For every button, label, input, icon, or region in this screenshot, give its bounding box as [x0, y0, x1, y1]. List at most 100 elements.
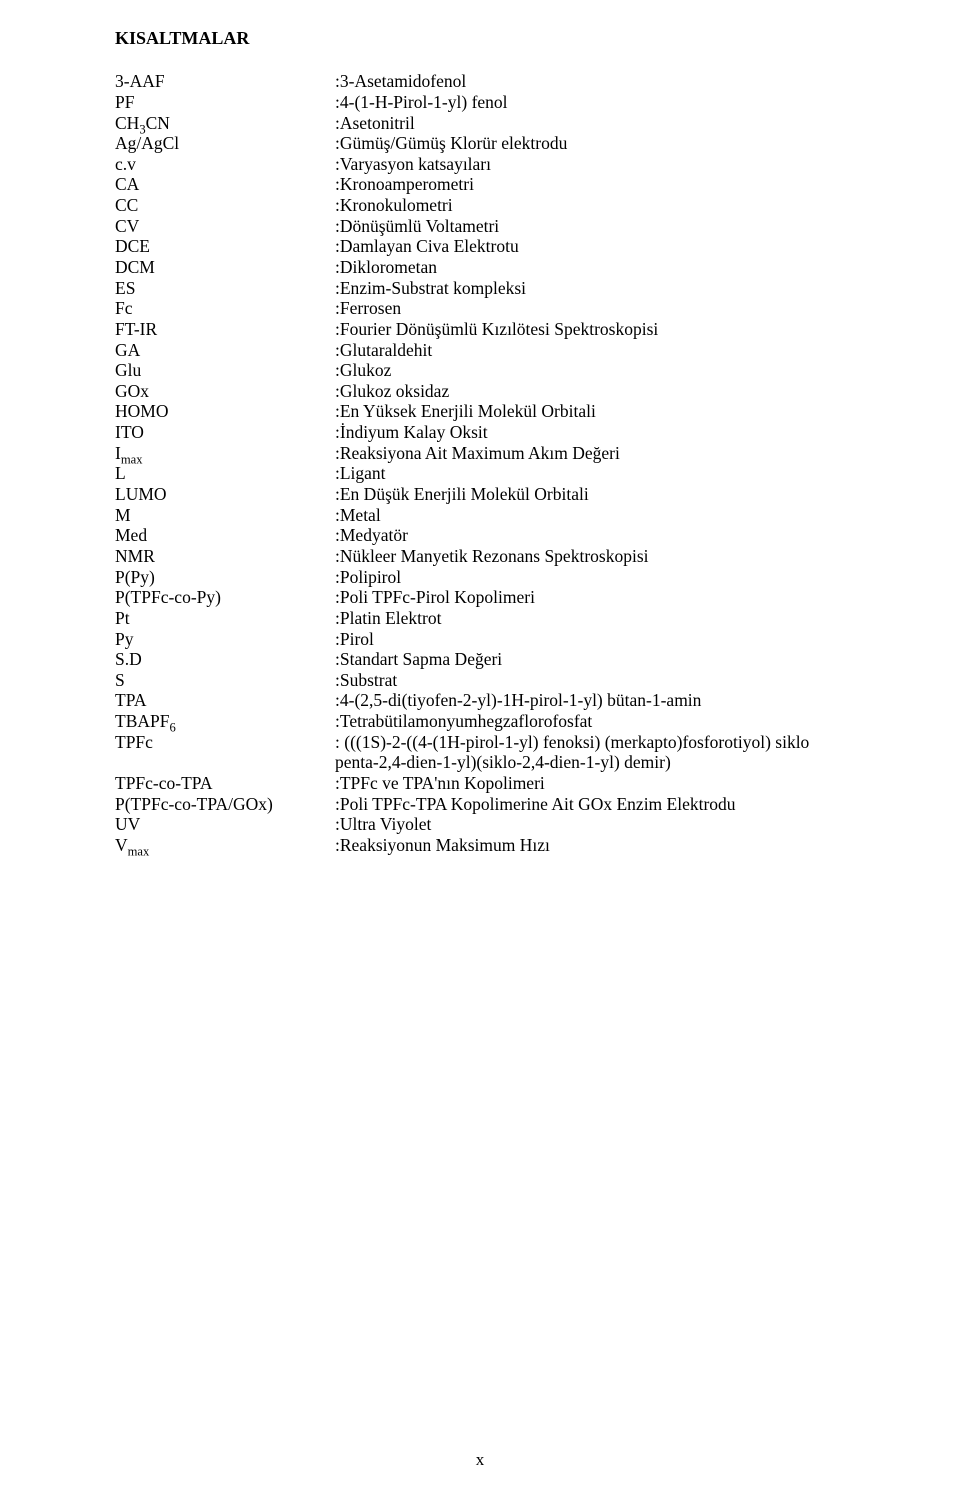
- abbreviation: CC: [115, 195, 335, 216]
- list-item: ITO:İndiyum Kalay Oksit: [115, 422, 850, 443]
- definition: :Polipirol: [335, 567, 850, 588]
- list-item: Vmax:Reaksiyonun Maksimum Hızı: [115, 835, 850, 856]
- list-item: GA:Glutaraldehit: [115, 340, 850, 361]
- list-item: P(TPFc-co-TPA/GOx):Poli TPFc-TPA Kopolim…: [115, 794, 850, 815]
- definition: :3-Asetamidofenol: [335, 71, 850, 92]
- abbreviation: DCM: [115, 257, 335, 278]
- abbreviation: ITO: [115, 422, 335, 443]
- abbreviation: P(Py): [115, 567, 335, 588]
- definition: :Poli TPFc-Pirol Kopolimeri: [335, 587, 850, 608]
- abbreviation: Imax: [115, 443, 335, 464]
- abbreviation: CH3CN: [115, 113, 335, 134]
- definition: :En Yüksek Enerjili Molekül Orbitali: [335, 401, 850, 422]
- list-item: TBAPF6:Tetrabütilamonyumhegzaflorofosfat: [115, 711, 850, 732]
- list-item: HOMO:En Yüksek Enerjili Molekül Orbitali: [115, 401, 850, 422]
- definition: :Glukoz: [335, 360, 850, 381]
- page: KISALTMALAR 3-AAF:3-AsetamidofenolPF:4-(…: [0, 0, 960, 1512]
- definition: :Metal: [335, 505, 850, 526]
- list-item: Py:Pirol: [115, 629, 850, 650]
- list-item: S:Substrat: [115, 670, 850, 691]
- definition: :TPFc ve TPA'nın Kopolimeri: [335, 773, 850, 794]
- list-item: P(TPFc-co-Py):Poli TPFc-Pirol Kopolimeri: [115, 587, 850, 608]
- definition: :Diklorometan: [335, 257, 850, 278]
- abbreviation: CV: [115, 216, 335, 237]
- definition: :Enzim-Substrat kompleksi: [335, 278, 850, 299]
- list-item: ES:Enzim-Substrat kompleksi: [115, 278, 850, 299]
- abbreviation: FT-IR: [115, 319, 335, 340]
- definition: :Glutaraldehit: [335, 340, 850, 361]
- definition: :Glukoz oksidaz: [335, 381, 850, 402]
- list-item: 3-AAF:3-Asetamidofenol: [115, 71, 850, 92]
- definition: :Medyatör: [335, 525, 850, 546]
- abbreviation: Py: [115, 629, 335, 650]
- abbreviation: 3-AAF: [115, 71, 335, 92]
- abbreviation: TPA: [115, 690, 335, 711]
- definition: :Ligant: [335, 463, 850, 484]
- definition: :Varyasyon katsayıları: [335, 154, 850, 175]
- list-item: TPA:4-(2,5-di(tiyofen-2-yl)-1H-pirol-1-y…: [115, 690, 850, 711]
- abbreviation-list: 3-AAF:3-AsetamidofenolPF:4-(1-H-Pirol-1-…: [115, 71, 850, 855]
- list-item: Pt:Platin Elektrot: [115, 608, 850, 629]
- definition: :Kronokulometri: [335, 195, 850, 216]
- abbreviation: PF: [115, 92, 335, 113]
- abbreviation: Med: [115, 525, 335, 546]
- definition: :Nükleer Manyetik Rezonans Spektroskopis…: [335, 546, 850, 567]
- definition: :İndiyum Kalay Oksit: [335, 422, 850, 443]
- list-item: DCM:Diklorometan: [115, 257, 850, 278]
- list-item: Glu:Glukoz: [115, 360, 850, 381]
- list-item: CC:Kronokulometri: [115, 195, 850, 216]
- definition: :Kronoamperometri: [335, 174, 850, 195]
- definition: :Damlayan Civa Elektrotu: [335, 236, 850, 257]
- definition: :En Düşük Enerjili Molekül Orbitali: [335, 484, 850, 505]
- abbreviation: CA: [115, 174, 335, 195]
- list-item: S.D:Standart Sapma Değeri: [115, 649, 850, 670]
- abbreviation: L: [115, 463, 335, 484]
- abbreviation: M: [115, 505, 335, 526]
- list-item: Imax:Reaksiyona Ait Maximum Akım Değeri: [115, 443, 850, 464]
- abbreviation: TPFc-co-TPA: [115, 773, 335, 794]
- list-item: DCE:Damlayan Civa Elektrotu: [115, 236, 850, 257]
- page-title: KISALTMALAR: [115, 28, 850, 49]
- list-item: P(Py):Polipirol: [115, 567, 850, 588]
- definition: :Reaksiyona Ait Maximum Akım Değeri: [335, 443, 850, 464]
- definition: :Pirol: [335, 629, 850, 650]
- definition: :Ultra Viyolet: [335, 814, 850, 835]
- definition: : (((1S)-2-((4-(1H-pirol-1-yl) fenoksi) …: [335, 732, 850, 773]
- list-item: L:Ligant: [115, 463, 850, 484]
- abbreviation: S.D: [115, 649, 335, 670]
- definition: :Reaksiyonun Maksimum Hızı: [335, 835, 850, 856]
- abbreviation: Glu: [115, 360, 335, 381]
- list-item: M:Metal: [115, 505, 850, 526]
- abbreviation: HOMO: [115, 401, 335, 422]
- abbreviation: DCE: [115, 236, 335, 257]
- definition: :Substrat: [335, 670, 850, 691]
- definition: :Standart Sapma Değeri: [335, 649, 850, 670]
- list-item: Ag/AgCl:Gümüş/Gümüş Klorür elektrodu: [115, 133, 850, 154]
- abbreviation: TBAPF6: [115, 711, 335, 732]
- list-item: FT-IR:Fourier Dönüşümlü Kızılötesi Spekt…: [115, 319, 850, 340]
- list-item: LUMO:En Düşük Enerjili Molekül Orbitali: [115, 484, 850, 505]
- definition: :Tetrabütilamonyumhegzaflorofosfat: [335, 711, 850, 732]
- definition: :Ferrosen: [335, 298, 850, 319]
- page-number: x: [0, 1450, 960, 1470]
- abbreviation: TPFc: [115, 732, 335, 773]
- abbreviation: NMR: [115, 546, 335, 567]
- abbreviation: Fc: [115, 298, 335, 319]
- abbreviation: P(TPFc-co-Py): [115, 587, 335, 608]
- abbreviation: Ag/AgCl: [115, 133, 335, 154]
- abbreviation: Pt: [115, 608, 335, 629]
- list-item: GOx:Glukoz oksidaz: [115, 381, 850, 402]
- list-item: TPFc: (((1S)-2-((4-(1H-pirol-1-yl) fenok…: [115, 732, 850, 773]
- definition: :Asetonitril: [335, 113, 850, 134]
- abbreviation: P(TPFc-co-TPA/GOx): [115, 794, 335, 815]
- list-item: Med:Medyatör: [115, 525, 850, 546]
- definition: :4-(1-H-Pirol-1-yl) fenol: [335, 92, 850, 113]
- abbreviation: ES: [115, 278, 335, 299]
- definition: :Gümüş/Gümüş Klorür elektrodu: [335, 133, 850, 154]
- abbreviation: UV: [115, 814, 335, 835]
- list-item: CV:Dönüşümlü Voltametri: [115, 216, 850, 237]
- abbreviation: LUMO: [115, 484, 335, 505]
- abbreviation: GOx: [115, 381, 335, 402]
- abbreviation: S: [115, 670, 335, 691]
- list-item: CA:Kronoamperometri: [115, 174, 850, 195]
